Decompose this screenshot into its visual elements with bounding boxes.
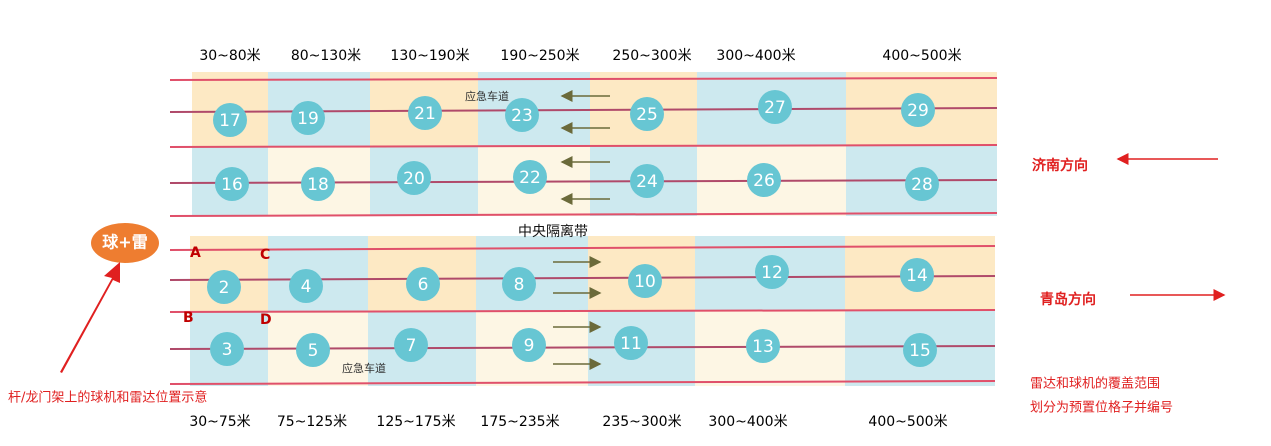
cell-marker xyxy=(289,269,323,303)
caption: 划分为预置位格子并编号 xyxy=(1030,400,1173,416)
range-label: 80~130米 xyxy=(291,48,361,64)
median-label: 中央隔离带 xyxy=(518,223,588,240)
cell-number: 8 xyxy=(514,275,525,295)
cell-marker xyxy=(408,96,442,130)
cell-number: 25 xyxy=(636,105,658,125)
cell-number: 12 xyxy=(761,263,783,283)
cell-number: 5 xyxy=(308,341,319,361)
cell xyxy=(268,236,368,311)
caption: 杆/龙门架上的球机和雷达位置示意 xyxy=(8,390,207,406)
cell-number: 13 xyxy=(752,337,774,357)
cell-marker xyxy=(905,167,939,201)
cell-marker xyxy=(207,270,241,304)
cell-marker xyxy=(291,101,325,135)
range-label: 30~75米 xyxy=(189,414,250,430)
cell-marker xyxy=(505,98,539,132)
range-label: 125~175米 xyxy=(376,414,455,430)
cell-marker xyxy=(901,93,935,127)
cell-number: 28 xyxy=(911,175,933,195)
cell-number: 22 xyxy=(519,168,541,188)
cell-marker xyxy=(755,255,789,289)
cell-number: 23 xyxy=(511,106,533,126)
cell-number: 29 xyxy=(907,101,929,121)
range-label: 400~500米 xyxy=(868,414,947,430)
cell-marker xyxy=(397,161,431,195)
cell-number: 6 xyxy=(418,275,429,295)
cell-marker xyxy=(406,267,440,301)
corner-label: D xyxy=(260,312,272,328)
cell-number: 4 xyxy=(301,277,312,297)
cell-marker xyxy=(215,167,249,201)
corner-label: B xyxy=(183,310,194,326)
cell-number: 18 xyxy=(307,175,329,195)
range-label: 300~400米 xyxy=(716,48,795,64)
range-label: 300~400米 xyxy=(708,414,787,430)
emergency-lane: 应急车道 xyxy=(342,361,386,375)
cell-marker xyxy=(758,90,792,124)
cell-marker xyxy=(900,258,934,292)
range-labels: 30~80米 80~130米 130~190米 190~250米 250~300米 300… xyxy=(189,48,961,430)
cell-marker xyxy=(513,160,547,194)
cell-number: 10 xyxy=(634,272,656,292)
range-label: 75~125米 xyxy=(277,414,347,430)
cell-number: 3 xyxy=(222,340,233,360)
cell-marker xyxy=(903,333,937,367)
range-label: 190~250米 xyxy=(500,48,579,64)
device-badge xyxy=(91,223,159,263)
pointer-arrow xyxy=(60,262,120,373)
cell-number: 14 xyxy=(906,266,928,286)
cell-marker xyxy=(614,326,648,360)
cell-number: 24 xyxy=(636,172,658,192)
corner-label: A xyxy=(190,245,201,261)
cell-number: 16 xyxy=(221,175,243,195)
cell-number: 26 xyxy=(753,171,775,191)
cell-marker xyxy=(630,164,664,198)
range-label: 130~190米 xyxy=(390,48,469,64)
range-label: 30~80米 xyxy=(199,48,260,64)
cell-marker xyxy=(210,332,244,366)
range-label: 175~235米 xyxy=(480,414,559,430)
cell-marker xyxy=(394,328,428,362)
cell-number: 27 xyxy=(764,98,786,118)
cell-number: 21 xyxy=(414,104,436,124)
cell-number: 15 xyxy=(909,341,931,361)
cell-marker xyxy=(746,329,780,363)
caption: 雷达和球机的覆盖范围 xyxy=(1030,376,1160,392)
range-label: 400~500米 xyxy=(882,48,961,64)
cell-marker xyxy=(628,264,662,298)
cell-number: 11 xyxy=(620,334,642,354)
cell-number: 9 xyxy=(524,336,535,356)
corner-label: C xyxy=(260,247,270,263)
cell-marker xyxy=(213,103,247,137)
direction-label: 青岛方向 xyxy=(1040,291,1096,308)
cell-marker xyxy=(747,163,781,197)
cell-marker xyxy=(296,333,330,367)
cell-marker xyxy=(502,267,536,301)
cell-marker xyxy=(301,167,335,201)
cell-marker xyxy=(512,328,546,362)
emergency-lane: 应急车道 xyxy=(465,89,509,103)
cell-number: 7 xyxy=(406,336,417,356)
cell-marker xyxy=(630,97,664,131)
direction-label: 济南方向 xyxy=(1032,157,1088,174)
cell-number: 20 xyxy=(403,169,425,189)
cell-number: 17 xyxy=(219,111,241,131)
device-label: 球+雷 xyxy=(102,233,147,252)
flow-arrows xyxy=(553,90,610,370)
cell-number: 2 xyxy=(219,278,230,298)
cell-number: 19 xyxy=(297,109,319,129)
range-label: 250~300米 xyxy=(612,48,691,64)
range-label: 235~300米 xyxy=(602,414,681,430)
